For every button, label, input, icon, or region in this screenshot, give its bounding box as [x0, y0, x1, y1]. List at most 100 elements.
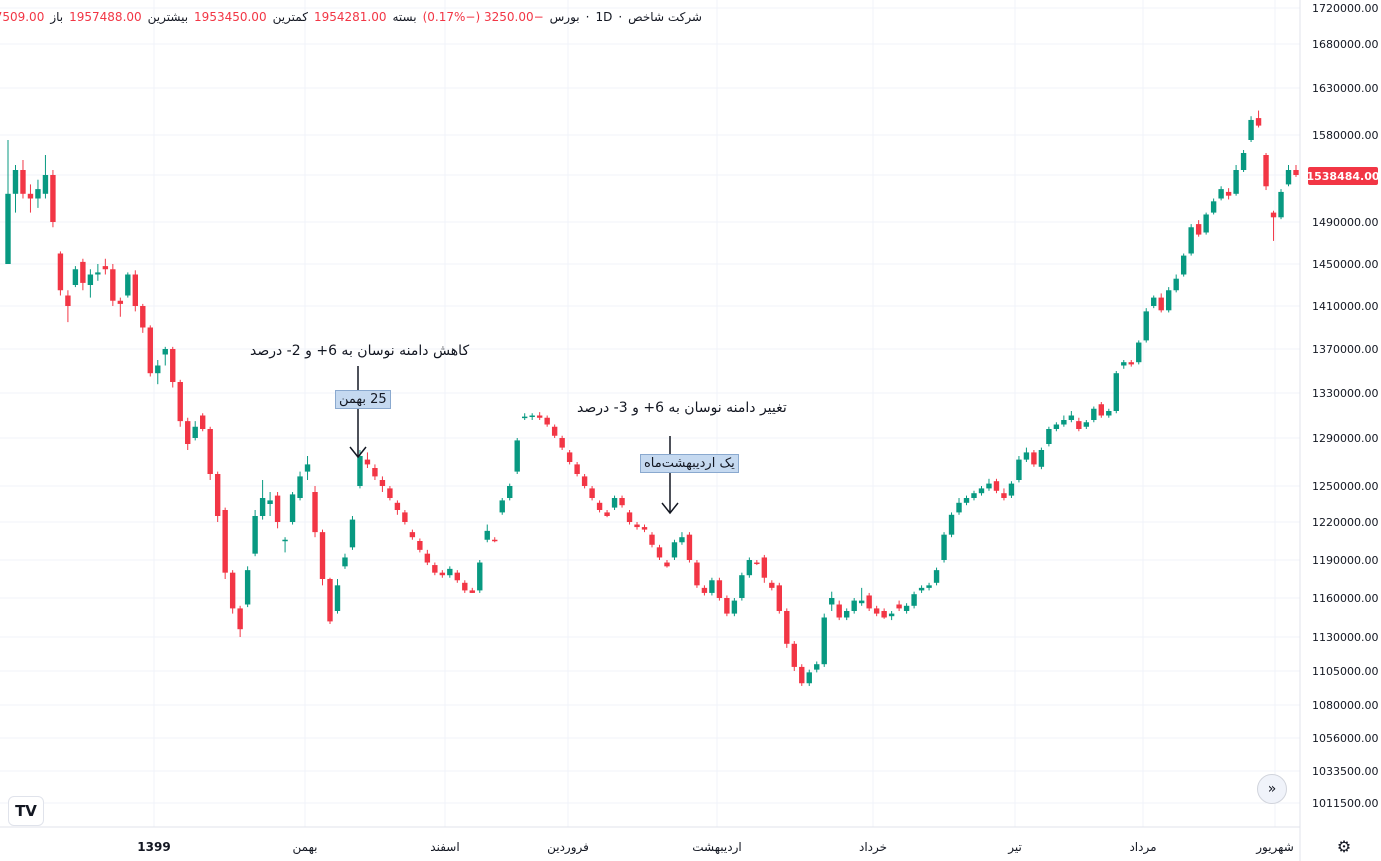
candle-body — [806, 672, 812, 684]
candle — [858, 587, 865, 606]
candle — [791, 641, 797, 671]
settings-button[interactable]: ⚙ — [1334, 836, 1354, 856]
candle-body — [1203, 214, 1209, 233]
candle — [1098, 402, 1104, 418]
candle-body — [993, 481, 1000, 491]
candle — [289, 492, 296, 525]
candle-body — [1225, 191, 1232, 196]
candle — [244, 566, 251, 608]
candle-body — [716, 580, 723, 598]
candle — [402, 510, 408, 525]
price-axis: 1720000.00 1680000.00 1630000.00 1580000.00… — [1312, 2, 1378, 810]
candle-body — [926, 585, 932, 588]
candles — [5, 110, 1299, 686]
candle — [267, 492, 273, 516]
candle-body — [656, 547, 663, 558]
annotation-label-1[interactable]: 25 بهمن — [335, 390, 391, 409]
x-tick-label: تیر — [1007, 840, 1022, 855]
candle-body — [1180, 255, 1187, 275]
tradingview-logo[interactable]: TV — [8, 796, 44, 826]
candle — [499, 498, 505, 515]
y-tick-label: 1450000.00 — [1312, 258, 1378, 271]
candle — [1106, 408, 1112, 418]
candle-body — [933, 570, 940, 583]
candle-body — [132, 274, 138, 306]
candle-body — [941, 534, 947, 560]
candle-body — [829, 598, 835, 605]
candle — [896, 600, 902, 611]
arrowhead-2 — [661, 502, 679, 515]
candle — [409, 529, 416, 540]
candle-body — [536, 415, 543, 418]
candle — [469, 587, 475, 593]
candle-body — [319, 532, 326, 579]
candle-body — [379, 480, 386, 486]
y-tick-label: 1490000.00 — [1312, 216, 1378, 229]
candle — [222, 507, 228, 579]
annotation-arrows — [349, 366, 679, 515]
candle-body — [372, 468, 378, 477]
candle — [941, 532, 947, 563]
candle — [155, 360, 161, 385]
candle — [192, 421, 198, 441]
candle-body — [948, 514, 955, 535]
candle — [1136, 340, 1142, 365]
gear-icon: ⚙ — [1336, 836, 1352, 856]
candle — [709, 577, 715, 596]
candle-body — [1233, 170, 1239, 194]
candle-body — [95, 272, 101, 275]
candle — [731, 598, 738, 617]
candle-body — [611, 498, 618, 508]
candle — [829, 591, 835, 611]
candle — [1068, 411, 1075, 423]
candle-body — [522, 416, 528, 419]
annotation-text-2[interactable]: تغییر دامنه نوسان به 6+ و 3- درصد — [577, 400, 787, 416]
candle — [304, 456, 311, 480]
candle-body — [978, 488, 985, 494]
candle — [1270, 210, 1277, 241]
candle-body — [1210, 201, 1217, 213]
candle — [319, 529, 326, 586]
candle — [1091, 406, 1097, 423]
candle-body — [110, 269, 116, 301]
x-tick-label: شهریور — [1255, 840, 1294, 855]
candle-body — [1151, 297, 1157, 306]
candle-body — [87, 274, 94, 285]
candle-body — [424, 553, 431, 563]
candle-body — [1023, 452, 1030, 460]
candle-body — [252, 516, 258, 554]
candle-body — [65, 295, 71, 306]
y-tick-label: 1056000.00 — [1312, 732, 1378, 745]
candle — [604, 510, 610, 518]
candle — [806, 669, 812, 686]
candle — [873, 605, 880, 617]
candle — [1166, 287, 1172, 313]
candle — [1233, 165, 1239, 196]
candle-body — [664, 562, 670, 567]
scroll-to-realtime-button[interactable]: » — [1257, 774, 1287, 804]
candle-body — [274, 495, 281, 522]
x-tick-label: فروردین — [547, 840, 589, 855]
legend-interval[interactable]: 1D — [595, 10, 613, 24]
candle — [694, 560, 700, 588]
candle-body — [170, 349, 176, 382]
candle-body — [1068, 415, 1075, 420]
y-tick-label: 1220000.00 — [1312, 516, 1378, 529]
symbol-legend[interactable]: شرکت شاخص · 1D · بورس −3250.00 (−0.17%) … — [0, 8, 702, 26]
x-tick-label: اسفند — [430, 840, 459, 854]
candle — [492, 537, 498, 543]
candle-body — [986, 483, 992, 489]
y-tick-label: 1330000.00 — [1312, 387, 1378, 400]
legend-symbol[interactable]: شرکت شاخص — [628, 10, 702, 24]
candle-body — [147, 327, 153, 374]
candle — [844, 608, 850, 621]
annotation-text-1[interactable]: کاهش دامنه نوسان به 6+ و 2- درصد — [250, 343, 470, 359]
y-tick-label: 1011500.00 — [1312, 797, 1378, 810]
candle — [357, 450, 363, 489]
annotation-label-2[interactable]: یک اردیبهشت‌ماه — [640, 454, 739, 473]
candle-body — [334, 585, 341, 611]
candle — [739, 572, 745, 601]
legend-low: 1953450.00 — [194, 10, 267, 24]
candle — [177, 379, 183, 427]
